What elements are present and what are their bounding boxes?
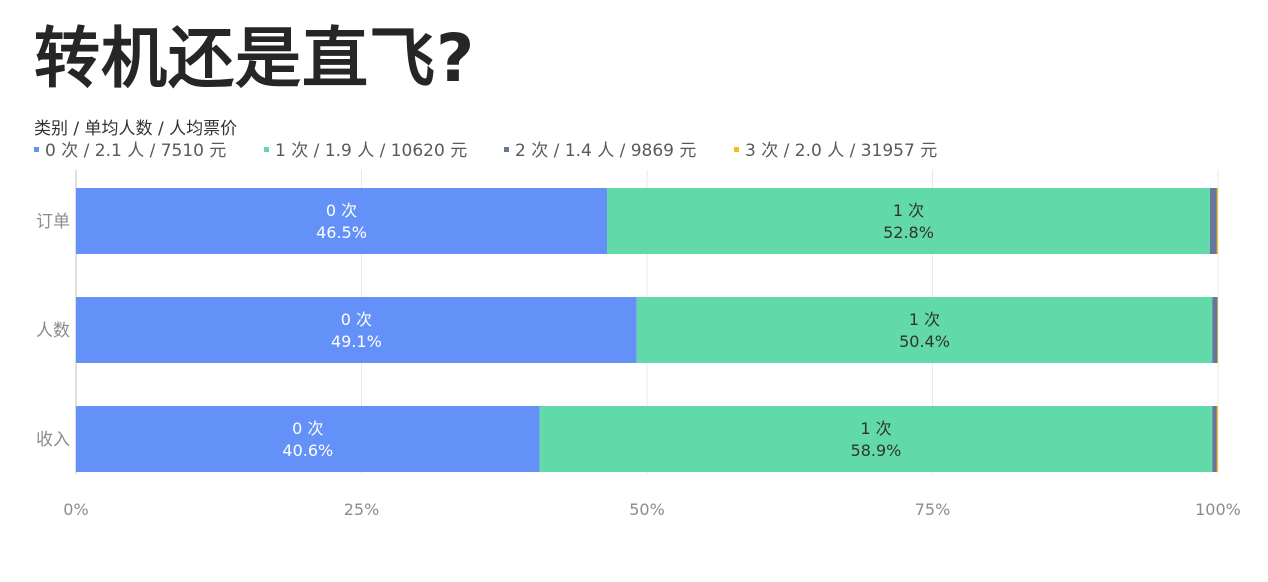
bar-segment xyxy=(1212,406,1217,472)
bar-series-label: 1 次 xyxy=(909,310,940,329)
bar-segment xyxy=(1217,297,1218,363)
legend-item[interactable]: 0 次 / 2.1 人 / 7510 元 xyxy=(34,140,226,162)
legend-label: 3 次 / 2.0 人 / 31957 元 xyxy=(745,141,938,161)
bar-segment xyxy=(76,406,540,472)
bar-value-label: 52.8% xyxy=(883,223,934,242)
x-tick-label: 100% xyxy=(1195,500,1241,519)
bar-segment xyxy=(76,188,608,254)
legend-marker xyxy=(504,146,509,152)
legend-marker xyxy=(264,146,269,152)
bar-segment xyxy=(1216,188,1218,254)
bar-value-label: 58.9% xyxy=(851,441,902,460)
bar-series-label: 0 次 xyxy=(292,419,323,438)
legend-label: 2 次 / 1.4 人 / 9869 元 xyxy=(515,141,697,161)
x-tick-label: 0% xyxy=(63,500,88,519)
category-label: 收入 xyxy=(36,430,70,450)
bar-value-label: 40.6% xyxy=(282,441,333,460)
bar-value-label: 46.5% xyxy=(316,223,367,242)
legend-marker xyxy=(34,146,39,152)
bar-segment xyxy=(539,406,1213,472)
bar-segment xyxy=(1210,188,1217,254)
legend-title: 类别 / 单均人数 / 人均票价 xyxy=(34,119,238,139)
legend-label: 1 次 / 1.9 人 / 10620 元 xyxy=(275,141,468,161)
x-tick-label: 50% xyxy=(629,500,665,519)
category-label: 订单 xyxy=(36,212,70,232)
bar-series-label: 1 次 xyxy=(860,419,891,438)
bar-series-label: 1 次 xyxy=(893,201,924,220)
bar-value-label: 50.4% xyxy=(899,332,950,351)
x-tick-label: 75% xyxy=(915,500,951,519)
bar-segment xyxy=(607,188,1211,254)
category-label: 人数 xyxy=(36,321,70,341)
bar-segment xyxy=(1212,297,1218,363)
legend-label: 0 次 / 2.1 人 / 7510 元 xyxy=(45,141,227,161)
bar-value-label: 49.1% xyxy=(331,332,382,351)
bar-series-label: 0 次 xyxy=(341,310,372,329)
bar-segment xyxy=(76,297,637,363)
bar-segment xyxy=(1216,406,1218,472)
bar-series-label: 0 次 xyxy=(326,201,357,220)
bar-segment xyxy=(636,297,1213,363)
chart-title: 转机还是直飞? xyxy=(34,20,476,97)
legend-marker xyxy=(734,146,739,152)
legend-item[interactable]: 2 次 / 1.4 人 / 9869 元 xyxy=(504,140,696,162)
legend-item[interactable]: 3 次 / 2.0 人 / 31957 元 xyxy=(734,140,937,162)
legend-item[interactable]: 1 次 / 1.9 人 / 10620 元 xyxy=(264,140,467,162)
x-tick-label: 25% xyxy=(344,500,380,519)
